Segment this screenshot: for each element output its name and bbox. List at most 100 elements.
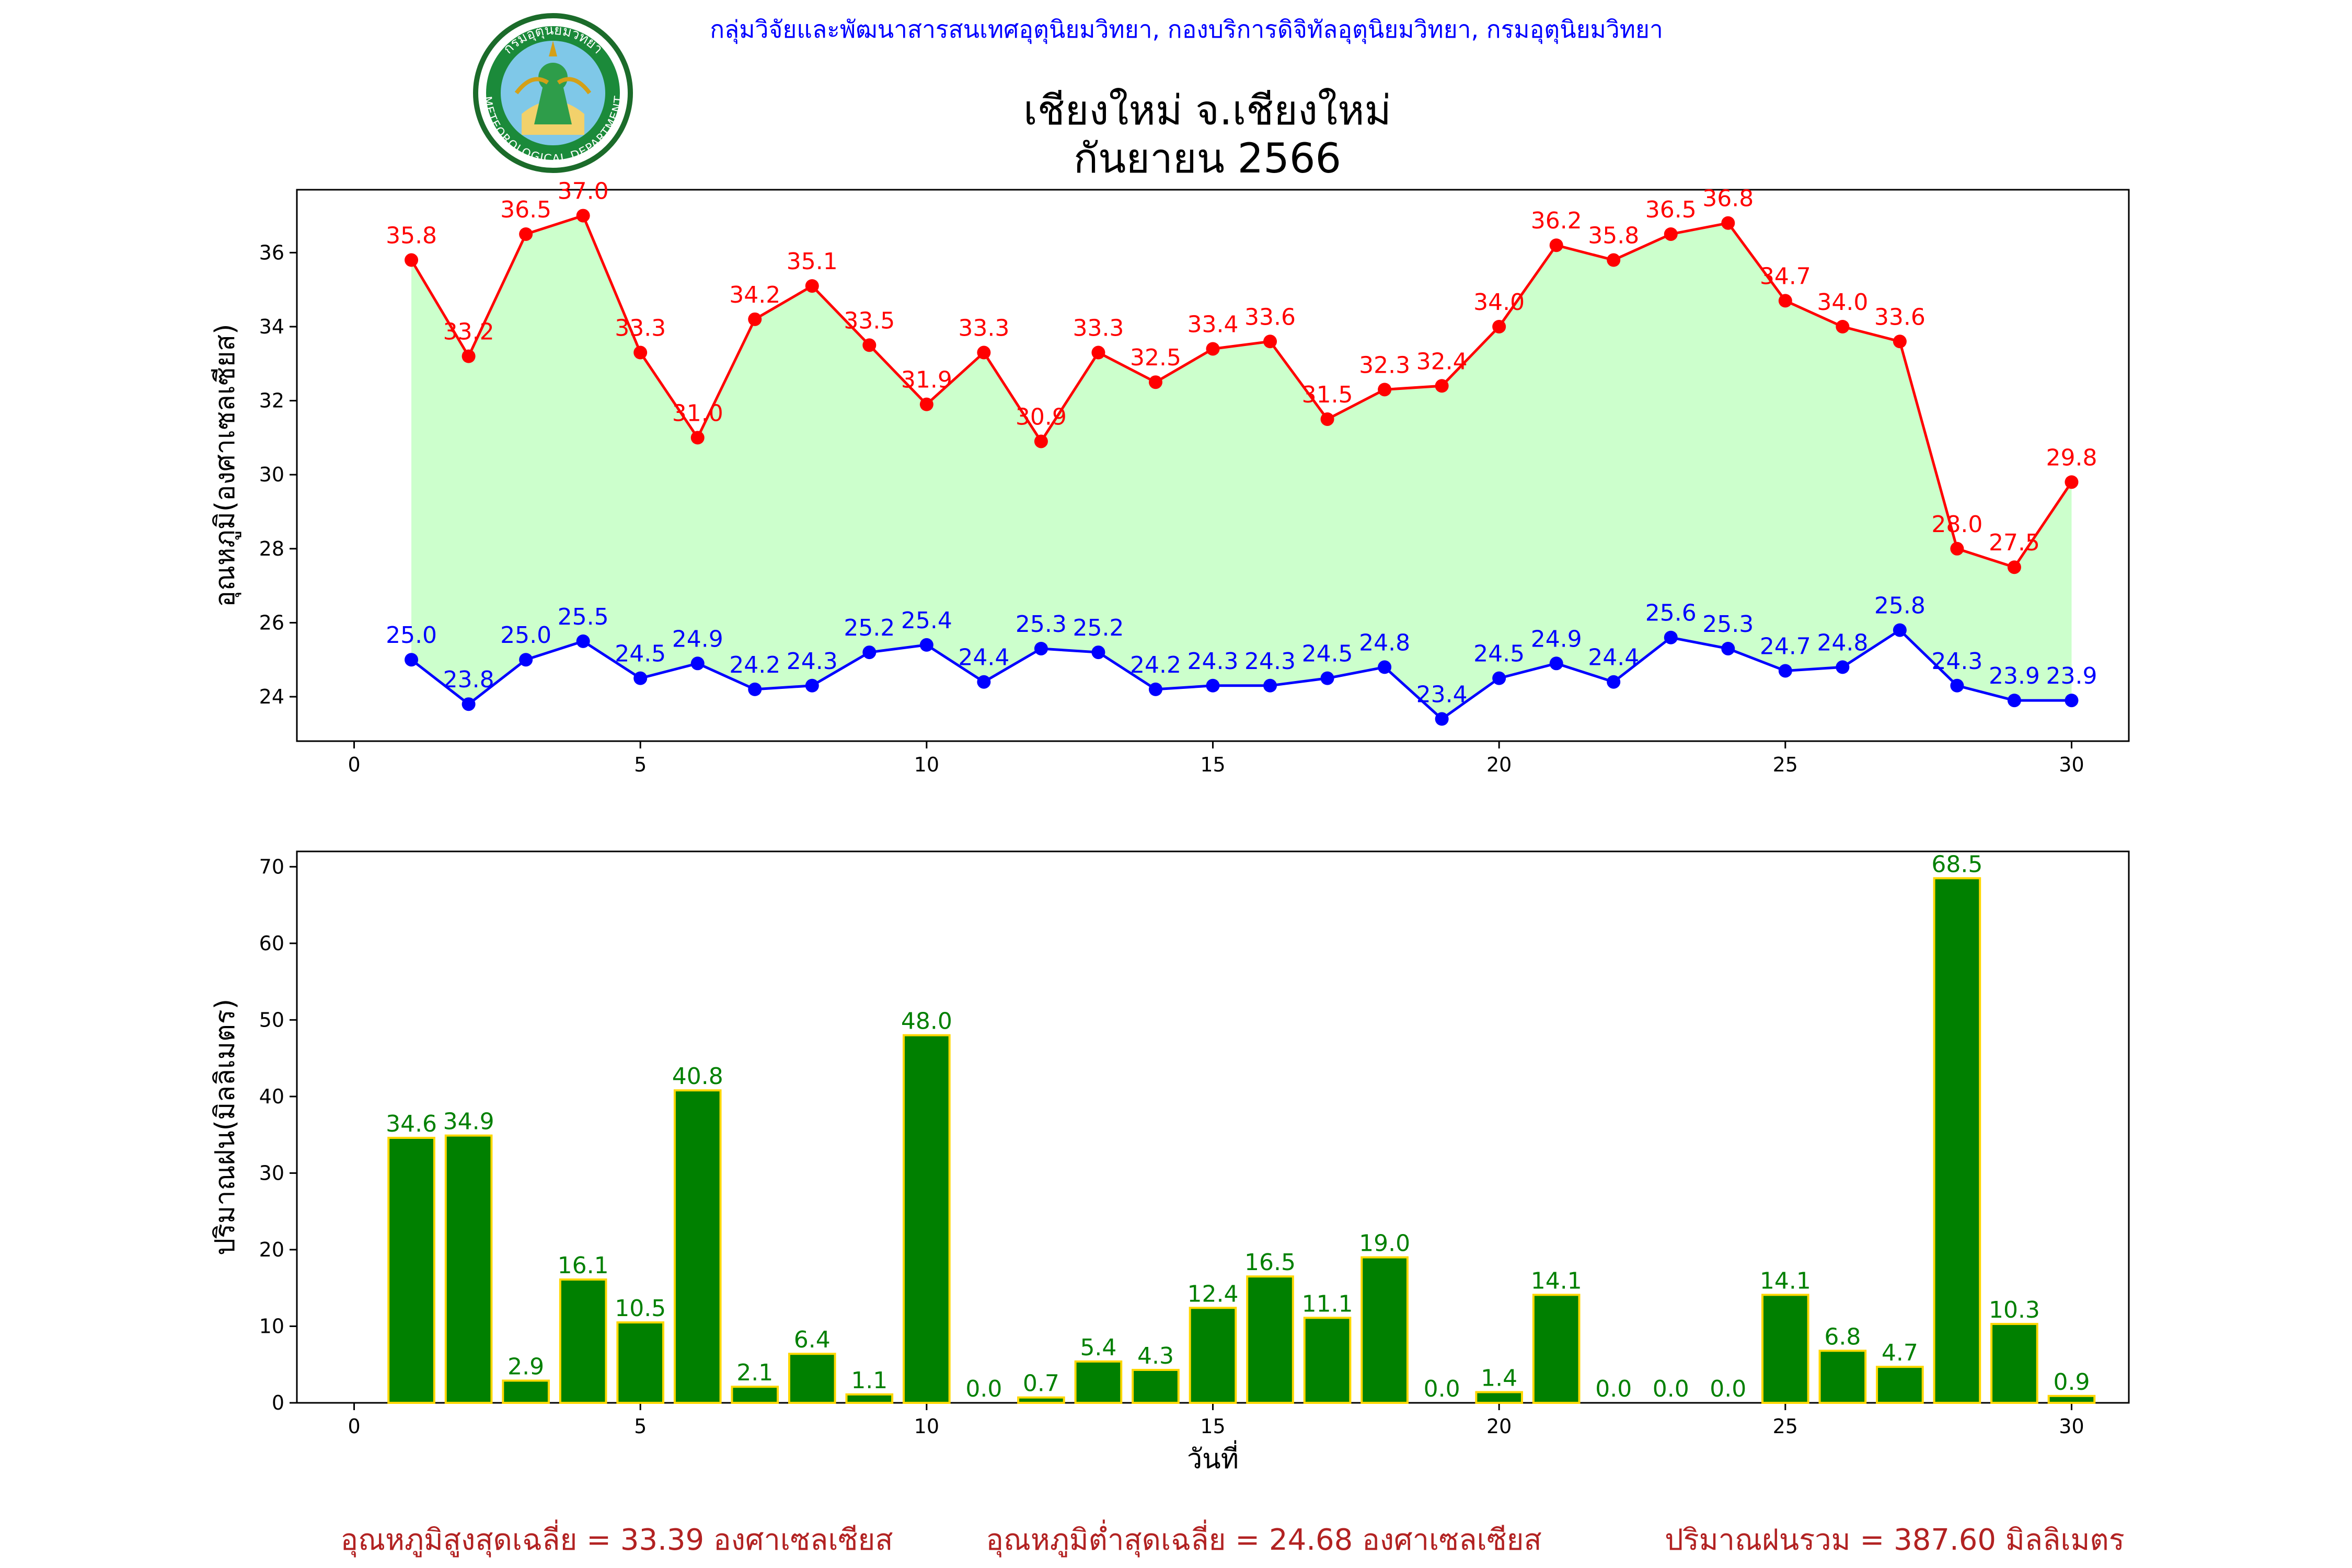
min-temperature-point: [1664, 630, 1678, 644]
min-temperature-value-label: 25.3: [1016, 611, 1067, 638]
max-temperature-point: [1721, 216, 1735, 230]
meteorological-department-seal-icon: กรมอุตุนิยมวิทยา METEOROLOGICAL DEPARTME…: [473, 13, 633, 173]
rainfall-bar: [387, 1137, 435, 1404]
max-temperature-value-label: 36.5: [500, 197, 551, 223]
max-temperature-value-label: 32.4: [1416, 348, 1468, 375]
min-temperature-point: [633, 671, 648, 685]
rainfall-bar: [731, 1386, 779, 1404]
max-temperature-point: [462, 349, 476, 363]
min-temperature-value-label: 24.8: [1359, 629, 1410, 656]
rain-y-tick-label: 70: [259, 855, 284, 878]
min-temperature-point: [1435, 712, 1449, 726]
max-temperature-point: [1836, 319, 1850, 333]
rainfall-bar: [1876, 1366, 1924, 1404]
rainfall-bar: [788, 1353, 836, 1404]
rainfall-value-label: 0.0: [965, 1376, 1002, 1402]
max-temperature-point: [1549, 238, 1563, 252]
rainfall-bar: [1361, 1256, 1409, 1404]
max-temperature-value-label: 35.8: [1588, 223, 1639, 249]
rainfall-value-label: 6.8: [1824, 1323, 1861, 1350]
temperature-range-fill: [411, 215, 2072, 719]
min-temperature-value-label: 24.3: [787, 648, 838, 675]
min-temperature-point: [862, 645, 877, 660]
rainfall-bar: [1818, 1350, 1867, 1404]
min-temperature-value-label: 24.4: [1588, 644, 1639, 671]
rainfall-bar: [1933, 877, 1981, 1404]
max-temperature-point: [633, 345, 648, 360]
min-temperature-point: [576, 634, 590, 648]
rain-y-axis-label: ปริมาณฝน(มิลลิเมตร): [210, 999, 241, 1255]
max-temperature-value-label: 31.5: [1302, 382, 1353, 408]
min-temperature-value-label: 25.6: [1645, 600, 1697, 627]
rain-y-tick-label: 30: [259, 1161, 284, 1184]
rain-x-tick-label: 30: [2059, 1415, 2084, 1438]
rainfall-bar: [2047, 1394, 2096, 1404]
max-temperature-point: [1607, 253, 1621, 267]
rainfall-value-label: 0.0: [1424, 1376, 1460, 1402]
rainfall-value-label: 48.0: [901, 1008, 952, 1035]
rainfall-bar: [845, 1393, 894, 1404]
min-temperature-value-label: 24.5: [1302, 641, 1353, 667]
min-temperature-value-label: 23.9: [2046, 663, 2097, 689]
temp-y-tick-label: 28: [259, 537, 284, 560]
max-temperature-value-label: 31.9: [901, 367, 952, 394]
max-temperature-value-label: 36.5: [1645, 197, 1697, 223]
max-temperature-point: [1320, 412, 1334, 426]
min-temperature-value-label: 24.8: [1817, 629, 1868, 656]
min-temperature-point: [2007, 694, 2021, 708]
max-temperature-line: [410, 214, 2073, 569]
min-temperature-point: [1893, 623, 1907, 637]
rainfall-value-label: 0.0: [1653, 1376, 1689, 1402]
rainfall-value-label: 0.0: [1595, 1376, 1632, 1402]
min-temperature-point: [748, 682, 762, 696]
temp-y-tick-label: 24: [259, 685, 284, 708]
min-temperature-value-label: 24.3: [1187, 648, 1239, 675]
max-temperature-value-label: 33.5: [844, 307, 895, 334]
min-temperature-value-label: 25.0: [386, 622, 437, 649]
rain-x-tick-label: 25: [1773, 1415, 1798, 1438]
max-temperature-point: [862, 338, 877, 352]
max-temperature-point: [1378, 383, 1392, 397]
min-temperature-value-label: 24.9: [1531, 626, 1582, 652]
rainfall-chart: 0 5 10 15 20 25 30 0 10 20 30 40 50 60 70 ปริมาณฝน(มิลล…: [210, 850, 2130, 1475]
max-temperature-point: [2065, 475, 2079, 489]
rain-y-tick-label: 20: [259, 1238, 284, 1261]
max-temperature-value-label: 36.8: [1702, 186, 1754, 212]
rainfall-value-label: 2.9: [508, 1354, 544, 1380]
min-temperature-value-label: 24.2: [729, 652, 780, 678]
max-temperature-point: [405, 253, 419, 267]
rainfall-bar: [616, 1321, 664, 1404]
max-temperature-point: [1950, 541, 1964, 556]
min-temperature-value-label: 24.5: [615, 641, 666, 667]
rain-x-tick-label: 20: [1486, 1415, 1512, 1438]
max-temperature-point: [1893, 335, 1907, 349]
rain-x-tick-label: 5: [634, 1415, 647, 1438]
min-temperature-point: [1607, 675, 1621, 689]
temp-x-tick-label: 0: [348, 753, 360, 776]
min-temperature-point: [1721, 641, 1735, 655]
rainfall-bar: [1189, 1307, 1237, 1404]
min-temperature-point: [1549, 656, 1563, 671]
rainfall-bar: [1246, 1275, 1294, 1404]
temp-y-tick-label: 32: [259, 389, 284, 412]
max-temperature-value-label: 29.8: [2046, 444, 2097, 471]
max-temperature-value-label: 27.5: [1989, 529, 2040, 556]
min-temperature-point: [805, 678, 819, 693]
temp-y-tick-label: 36: [259, 241, 284, 264]
max-temperature-value-label: 33.6: [1244, 304, 1296, 330]
rainfall-value-label: 2.1: [736, 1359, 773, 1386]
max-temperature-value-label: 28.0: [1931, 511, 1982, 538]
max-temperature-value-label: 33.4: [1187, 311, 1239, 338]
rain-x-tick-label: 15: [1200, 1415, 1225, 1438]
rainfall-bar: [903, 1034, 951, 1404]
min-temperature-value-label: 24.3: [1244, 648, 1296, 675]
min-temperature-point: [1034, 641, 1048, 655]
min-temperature-point: [690, 656, 705, 671]
rainfall-bar: [1017, 1396, 1065, 1404]
min-temperature-value-label: 23.4: [1416, 682, 1468, 708]
min-temperature-value-label: 25.5: [558, 604, 609, 630]
rainfall-value-label: 1.1: [851, 1367, 887, 1394]
min-temperature-point: [1206, 678, 1220, 693]
rainfall-bar: [1074, 1360, 1123, 1404]
temp-x-tick-label: 10: [914, 753, 939, 776]
